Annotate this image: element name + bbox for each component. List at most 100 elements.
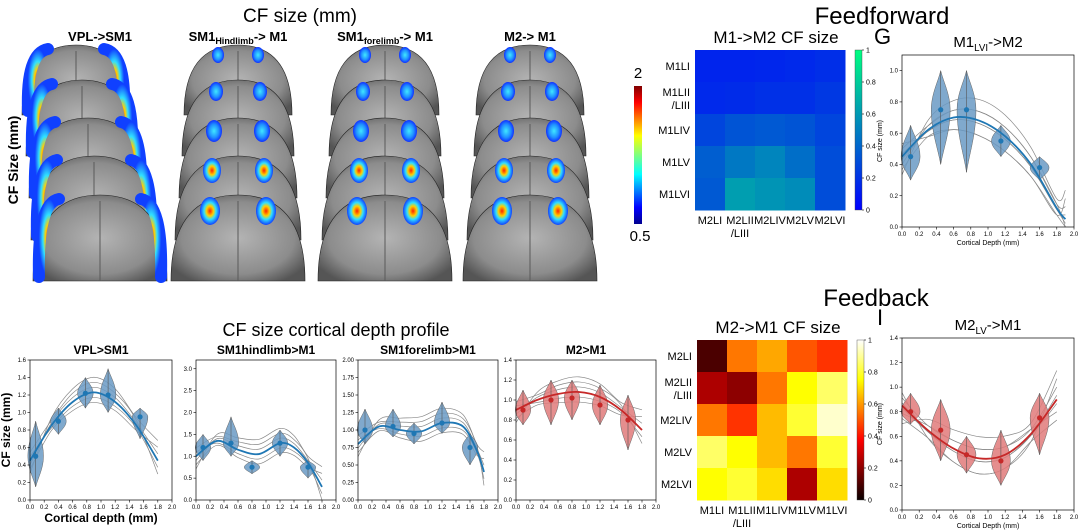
- x-tick-label: 0.0: [26, 505, 35, 511]
- y-tick-label: 1.5: [184, 432, 193, 438]
- y-tick-label: 2.0: [184, 411, 193, 417]
- activation-blob-right: [548, 197, 568, 225]
- heatmap-col-label-line: /LIII: [731, 228, 749, 240]
- y-tick-label: 2.00: [342, 358, 354, 364]
- x-tick-label: 1.4: [1018, 232, 1027, 238]
- violin-chart: M2>M1 0.0 0.2 0.4 0.6 0.8 1.0 1.2 1.4 1.6 1.8 2.0 0.…: [504, 343, 661, 511]
- violin-title-suffix: ->M2: [988, 34, 1023, 51]
- heatmap-row-label-line: /LIII: [674, 390, 692, 402]
- y-tick-label: 0.4: [18, 463, 27, 469]
- y-tick-label: 0.6: [504, 438, 513, 444]
- y-tick-label: 1.2: [18, 393, 27, 399]
- individual-fit-curve: [515, 376, 643, 423]
- x-tick-label: 1.0: [424, 505, 433, 511]
- heatmap-cell: [785, 178, 816, 211]
- violin-title: VPL>SM1: [73, 343, 128, 357]
- activation-band-left: [21, 43, 54, 117]
- heatmap-cell: [727, 404, 758, 437]
- activation-blob-left: [504, 47, 516, 63]
- x-tick-label: 1.8: [154, 505, 163, 511]
- activation-band-left: [32, 193, 65, 283]
- x-tick-label: 2.0: [1070, 515, 1079, 521]
- heatmap-row-label: M1LI: [666, 61, 690, 73]
- x-tick-label: 0.0: [192, 505, 201, 511]
- x-tick-label: 1.2: [1001, 232, 1010, 238]
- heatmap-colorbar: [854, 49, 863, 211]
- y-tick-label: 0.50: [342, 463, 354, 469]
- x-tick-label: 1.2: [438, 505, 447, 511]
- violin-median-point: [998, 458, 1004, 464]
- x-tick-label: 0.8: [568, 505, 577, 511]
- heatmap-cell: [787, 404, 818, 437]
- individual-fit-curve: [515, 386, 643, 424]
- x-tick-label: 1.0: [582, 505, 591, 511]
- heatmap-cell: [725, 50, 756, 83]
- violin-title: SM1hindlimb>M1: [217, 343, 316, 357]
- heatmap-cell: [815, 82, 846, 115]
- x-tick-label: 1.8: [1053, 232, 1062, 238]
- heatmap-colorbar-tick-label: 0.2: [868, 466, 878, 473]
- heatmap-row-label-line: M2LIV: [660, 415, 692, 427]
- brain-slices: [21, 43, 598, 283]
- activation-blob-right: [253, 82, 267, 101]
- violin-median-point: [569, 395, 575, 401]
- individual-fit-curve: [901, 397, 1057, 451]
- x-tick-label: 0.0: [512, 505, 521, 511]
- y-tick-label: 0.0: [890, 225, 899, 231]
- violin-chart: M1LVI->M2 0.0 0.2 0.4 0.6 0.8 1.0 1.2 1.4 1.6 1.8 2…: [877, 34, 1079, 247]
- mean-fit-curve: [901, 116, 1067, 220]
- heatmap-row-label: M1LVI: [659, 189, 690, 201]
- heatmap-row-label: M1LV: [662, 157, 691, 169]
- activation-band-left: [25, 78, 58, 158]
- violin-chart: M2LV->M1 0.0 0.2 0.4 0.6 0.8 1.0 1.2 1.4 1.6 1.8 2.…: [877, 317, 1079, 530]
- heatmap-cell: [725, 114, 756, 147]
- x-tick-label: 1.4: [1018, 515, 1027, 521]
- heatmap-cell: [697, 436, 728, 469]
- mean-fit-curve: [195, 440, 323, 488]
- y-tick-label: 0.8: [18, 428, 27, 434]
- x-axis-label: Cortical Depth (mm): [957, 523, 1020, 530]
- heatmap-col-label-line: M2LVI: [815, 215, 846, 227]
- heatmap-col-label: M2LIV: [754, 215, 786, 227]
- heatmap-colorbar-tick-label: 1: [868, 338, 872, 345]
- y-tick-label: 0.2: [18, 481, 27, 487]
- cf-colorbar-min: 0.5: [630, 228, 651, 245]
- x-tick-label: 0.2: [206, 505, 215, 511]
- heatmap-cell: [787, 372, 818, 405]
- charts: M1->M2 CF sizeM1LIM1LII/LIIIM1LIVM1LVM1L…: [0, 28, 1079, 530]
- x-tick-label: 1.2: [1001, 515, 1010, 521]
- panel-letter-i: I: [877, 305, 883, 330]
- x-tick-label: 0.2: [915, 515, 924, 521]
- heatmap-colorbar-tick-label: 0.4: [866, 144, 876, 151]
- heatmap-col-label-line: M1LIV: [756, 505, 788, 517]
- individual-fit-curve: [195, 432, 323, 501]
- violin-title-sub: LV: [976, 326, 988, 337]
- x-axis-label: Cortical Depth (mm): [957, 240, 1020, 247]
- heatmap-cell: [785, 146, 816, 179]
- activation-blob-left: [492, 197, 512, 225]
- violin-title-base: M1: [953, 34, 974, 51]
- heatmap-cell: [697, 372, 728, 405]
- violin-chart: SM1hindlimb>M1 0.0 0.2 0.4 0.6 0.8 1.0 1.2 1.4 1.…: [184, 343, 341, 511]
- panel-letter-g: G: [874, 24, 891, 49]
- heatmap-row-label: M2LII/LIII: [664, 377, 692, 402]
- heatmap-cell: [787, 340, 818, 373]
- x-tick-label: 0.4: [54, 505, 63, 511]
- violin-title: M1LVI->M2: [953, 34, 1022, 54]
- x-tick-label: 1.8: [318, 505, 327, 511]
- y-tick-label: 3.0: [184, 367, 193, 373]
- activation-blob-left: [347, 197, 367, 225]
- heatmap-cell: [815, 114, 846, 147]
- x-tick-label: 0.0: [354, 505, 363, 511]
- heatmap-col-label: M1LIV: [756, 505, 788, 517]
- heatmap-colorbar-tick-label: 0.8: [866, 80, 876, 87]
- x-tick-label: 0.8: [967, 232, 976, 238]
- y-tick-label: 1.6: [18, 358, 27, 364]
- y-axis-label: CF size (mm): [877, 403, 884, 445]
- y-tick-label: 0.75: [342, 446, 354, 452]
- svg-text:SM1forelimb-> M1: SM1forelimb-> M1: [337, 29, 433, 46]
- violin-median-point: [467, 444, 473, 451]
- heatmap-cell: [817, 404, 848, 437]
- y-axis-label: CF size (mm): [0, 393, 13, 468]
- heatmap-cell: [755, 114, 786, 147]
